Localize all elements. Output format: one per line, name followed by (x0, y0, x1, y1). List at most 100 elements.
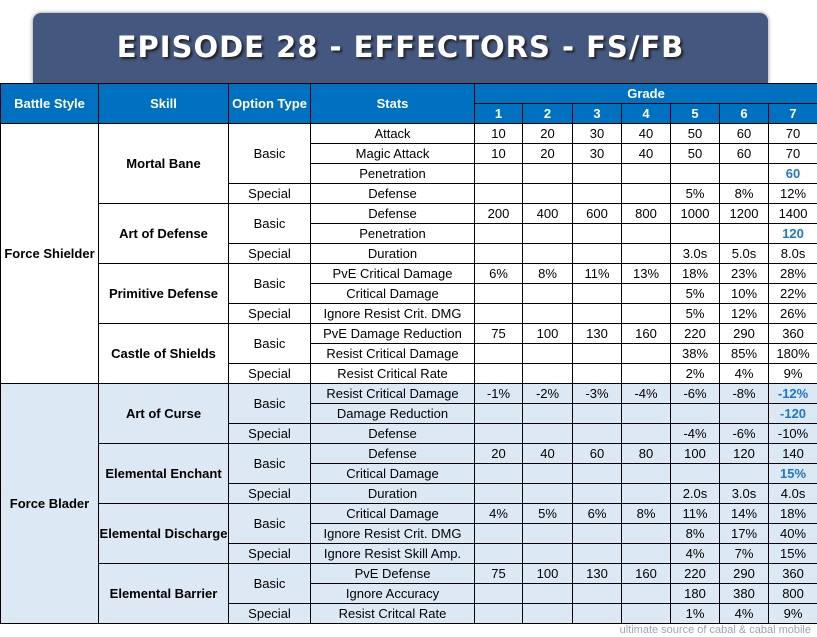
grade-value-cell: 50 (670, 123, 720, 144)
grade-value-cell: 17% (719, 523, 769, 544)
skill-cell: Elemental Discharge (98, 503, 229, 564)
grade-value-cell: 60 (572, 443, 622, 464)
grade-value-cell: 20 (474, 443, 523, 464)
grade-value-cell: 600 (572, 203, 622, 224)
grade-value-cell: 30 (572, 143, 622, 164)
title-banner: EPISODE 28 - EFFECTORS - FS/FB (33, 13, 768, 83)
grade-value-cell (522, 423, 573, 444)
stat-cell: Defense (310, 203, 475, 224)
stat-cell: Magic Attack (310, 143, 475, 164)
grade-value-cell: -3% (572, 383, 622, 404)
grade-value-cell (572, 183, 622, 204)
option-type-cell: Basic (228, 503, 311, 544)
stat-cell: Defense (310, 423, 475, 444)
option-type-cell: Basic (228, 563, 311, 604)
grade-value-cell: 1200 (719, 203, 769, 224)
grade-value-cell (621, 543, 671, 564)
header-grade-1: 1 (474, 103, 523, 124)
grade-value-cell (474, 603, 523, 624)
grade-value-cell (621, 463, 671, 484)
grade-value-cell: 80 (621, 443, 671, 464)
grade-value-cell: 10 (474, 143, 523, 164)
grade-value-cell (621, 403, 671, 424)
stat-cell: Ignore Resist Skill Amp. (310, 543, 475, 564)
grade-value-cell (474, 423, 523, 444)
grade-value-cell: 200 (474, 203, 523, 224)
header-grade-5: 5 (670, 103, 720, 124)
grade-value-cell: 8% (522, 263, 573, 284)
grade-value-cell (670, 163, 720, 184)
grade-value-cell: 800 (767, 583, 817, 604)
grade-value-cell: 4% (719, 363, 769, 384)
grade-value-cell: 120 (767, 223, 817, 244)
grade-value-cell: 1400 (767, 203, 817, 224)
grade-value-cell: 360 (767, 323, 817, 344)
table-row: Force Shielder Mortal Bane Basic Attack 10 20… (0, 123, 817, 384)
grade-value-cell: 22% (767, 283, 817, 304)
grade-value-cell (522, 183, 573, 204)
grade-value-cell: 4% (670, 543, 720, 564)
option-type-cell: Special (228, 303, 311, 324)
grade-value-cell (621, 343, 671, 364)
grade-value-cell: 290 (719, 563, 769, 584)
grade-value-cell (621, 603, 671, 624)
stat-cell: PvE Damage Reduction (310, 323, 475, 344)
grade-value-cell: 18% (670, 263, 720, 284)
grade-value-cell: 20 (522, 143, 573, 164)
battle-style-cell: Force Shielder (0, 123, 99, 384)
grade-value-cell: -6% (670, 383, 720, 404)
grade-value-cell: 10% (719, 283, 769, 304)
grade-value-cell (522, 363, 573, 384)
grade-value-cell (522, 243, 573, 264)
table-row: Ignore Accuracy 180 380 800 (1, 583, 817, 604)
grade-value-cell: 1000 (670, 203, 720, 224)
header-skill: Skill (98, 83, 229, 124)
table-row: Critical Damage 5% 10% 22% (1, 283, 817, 304)
grade-value-cell (572, 603, 622, 624)
option-type-cell: Special (228, 543, 311, 564)
table-row: Special Resist Critical Rate 2% 4% 9% (1, 363, 817, 384)
grade-value-cell (474, 403, 523, 424)
table-row: Special Defense -4% -6% -10% (1, 423, 817, 444)
option-type-cell: Special (228, 243, 311, 264)
stat-cell: Resist Critical Damage (310, 383, 475, 404)
stat-cell: Damage Reduction (310, 403, 475, 424)
grade-value-cell (621, 223, 671, 244)
grade-value-cell: 75 (474, 563, 523, 584)
grade-value-cell: 130 (572, 563, 622, 584)
header-option-type: Option Type (228, 83, 311, 124)
grade-value-cell (522, 343, 573, 364)
grade-value-cell (621, 423, 671, 444)
grade-value-cell: 20 (522, 123, 573, 144)
grade-value-cell (621, 363, 671, 384)
grade-value-cell: 220 (670, 563, 720, 584)
grade-value-cell: 160 (621, 323, 671, 344)
grade-value-cell (522, 463, 573, 484)
skill-cell: Elemental Barrier (98, 563, 229, 624)
grade-value-cell: 8% (670, 523, 720, 544)
grade-value-cell (670, 223, 720, 244)
stat-cell: PvE Defense (310, 563, 475, 584)
grade-value-cell: 100 (670, 443, 720, 464)
grade-value-cell (572, 483, 622, 504)
grade-value-cell (522, 163, 573, 184)
table-row: Special Resist Critcal Rate 1% 4% 9% (1, 603, 817, 624)
grade-value-cell: -12% (767, 383, 817, 404)
grade-value-cell (572, 423, 622, 444)
grade-value-cell (522, 283, 573, 304)
stat-cell: Penetration (310, 223, 475, 244)
grade-value-cell (572, 523, 622, 544)
grade-value-cell (522, 403, 573, 424)
grade-value-cell: 140 (767, 443, 817, 464)
grade-value-cell (572, 363, 622, 384)
skill-cell: Elemental Enchant (98, 443, 229, 504)
stat-cell: Penetration (310, 163, 475, 184)
grade-value-cell (572, 283, 622, 304)
skill-cell: Primitive Defense (98, 263, 229, 324)
grade-value-cell: 5% (522, 503, 573, 524)
watermark: ultimate source of cabal & cabal mobile (619, 624, 811, 636)
page-title: EPISODE 28 - EFFECTORS - FS/FB (116, 30, 685, 64)
stat-cell: Resist Critcal Rate (310, 603, 475, 624)
grade-value-cell (474, 223, 523, 244)
option-type-cell: Basic (228, 203, 311, 244)
